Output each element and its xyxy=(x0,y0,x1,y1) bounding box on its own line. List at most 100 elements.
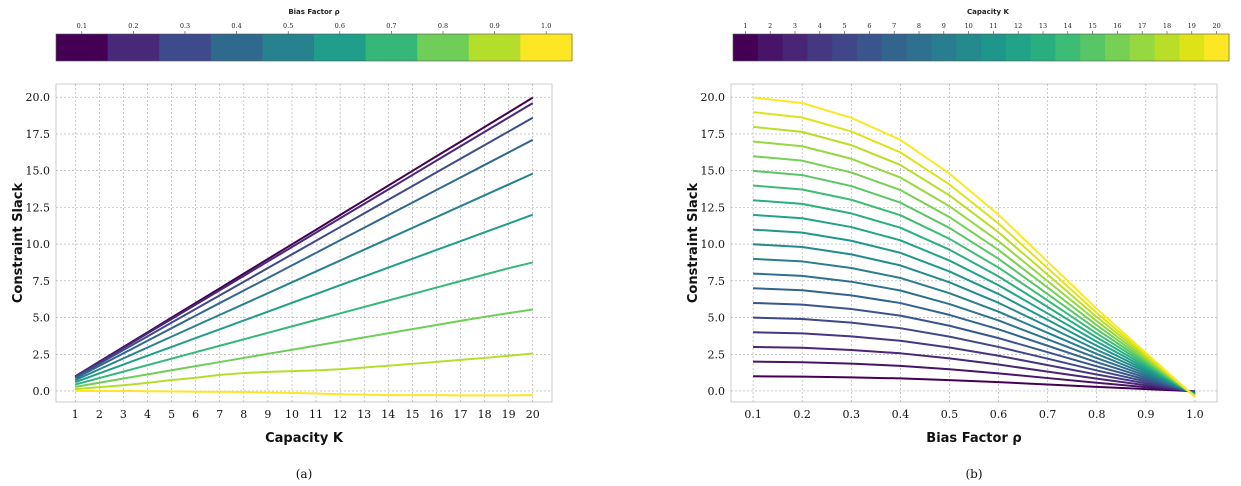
series-line-capacity xyxy=(752,155,1196,397)
panel-b-y-tick-label: 15.0 xyxy=(701,165,726,178)
colorbar-b-swatch xyxy=(931,34,957,61)
colorbar-a: 0.1 0.2 0.3 0.4 0.5 0.6 0.7 0.8 0.9 1.0 xyxy=(55,22,573,62)
series-line-rho xyxy=(75,261,533,386)
colorbar-b-swatch xyxy=(733,34,759,61)
colorbar-a-swatch xyxy=(56,34,109,61)
panel-b: 1 2 3 4 5 6 7 8 9 10 11 12 13 14 15 16 17 18 19 20 Capacity… xyxy=(686,8,1230,481)
panel-a-x-tick-label: 7 xyxy=(216,408,223,421)
panel-a-x-tick-label: 8 xyxy=(240,408,247,421)
colorbar-a-tick-label: 0.1 xyxy=(77,22,87,30)
panel-a-x-tick-label: 17 xyxy=(454,408,468,421)
panel-a-x-tick-label: 12 xyxy=(333,408,347,421)
colorbar-a-swatch xyxy=(107,34,160,61)
panel-b-y-tick-label: 7.5 xyxy=(708,275,726,288)
colorbar-b-tick-label: 2 xyxy=(768,22,772,30)
colorbar-a-tick-label: 0.4 xyxy=(231,22,241,30)
panel-a-y-tick-label: 10.0 xyxy=(26,238,51,251)
series-line-capacity xyxy=(753,243,1196,395)
panel-a-y-tick-label: 20.0 xyxy=(26,91,51,104)
panel-a-x-tick-label: 1 xyxy=(72,408,79,421)
colorbar-a-swatch xyxy=(417,34,470,61)
colorbar-b-swatch xyxy=(832,34,858,61)
series-line-capacity xyxy=(753,375,1195,393)
series-line-capacity xyxy=(752,96,1196,398)
colorbar-b-tick-label: 19 xyxy=(1188,22,1196,30)
colorbar-b-swatch xyxy=(956,34,982,61)
colorbar-a-tick-label: 0.5 xyxy=(283,22,293,30)
panel-a-x-tick-label: 14 xyxy=(381,408,395,421)
x-axis-label-b: Bias Factor ρ xyxy=(926,431,1021,446)
panel-a-x-tick-label: 2 xyxy=(96,408,103,421)
panel-b-x-tick-label: 0.3 xyxy=(843,408,861,421)
series-line-capacity xyxy=(753,345,1196,393)
colorbar-a-title: Bias Factor ρ xyxy=(288,8,339,16)
colorbar-b-tick-label: 11 xyxy=(989,22,997,30)
colorbar-b-tick-label: 7 xyxy=(892,22,896,30)
panel-a-y-tick-label: 5.0 xyxy=(33,312,51,325)
colorbar-a-tick-label: 0.9 xyxy=(489,22,499,30)
colorbar-a-tick-label: 0.7 xyxy=(386,22,396,30)
series-line-rho xyxy=(75,352,533,391)
panel-a-y-tick-label: 2.5 xyxy=(33,348,51,361)
colorbar-b-swatch xyxy=(1154,34,1180,61)
series-line-capacity xyxy=(753,360,1195,393)
series-line-rho xyxy=(74,102,534,378)
panel-b-x-tick-label: 1.0 xyxy=(1186,408,1204,421)
panel-a-x-tick-label: 15 xyxy=(405,408,419,421)
series-line-capacity xyxy=(753,301,1196,394)
plot-a: 0.02.55.07.510.012.515.017.520.01 2 3 4 5 6 7 8… xyxy=(26,83,553,421)
colorbar-b-swatch xyxy=(981,34,1007,61)
panel-a-x-tick-label: 4 xyxy=(144,408,151,421)
colorbar-b-swatch xyxy=(1105,34,1131,61)
panel-b-x-tick-label: 0.6 xyxy=(990,408,1008,421)
colorbar-b-tick-label: 18 xyxy=(1163,22,1171,30)
colorbar-b-tick-label: 14 xyxy=(1064,22,1072,30)
series-line-capacity xyxy=(752,140,1196,397)
plot-b: 0.0 2.5 5.0 7.5 10.0 12.5 15.0 17.5 20.0 0.1 0.2 0.… xyxy=(701,83,1218,421)
colorbar-a-tick-label: 0.2 xyxy=(128,22,138,30)
colorbar-b-swatch xyxy=(782,34,808,61)
panel-a: 0.1 0.2 0.3 0.4 0.5 0.6 0.7 0.8 0.9 1.0 Bias Fact… xyxy=(11,8,573,481)
colorbar-a-swatch xyxy=(210,34,263,61)
series-line-capacity xyxy=(753,331,1196,394)
colorbar-b-tick-label: 6 xyxy=(867,22,871,30)
series-line-capacity xyxy=(752,125,1196,398)
colorbar-b-swatch xyxy=(906,34,932,61)
series-line-rho xyxy=(74,213,534,384)
series-line-capacity xyxy=(753,287,1196,394)
colorbar-b-tick-label: 4 xyxy=(818,22,822,30)
series-line-capacity xyxy=(752,111,1196,398)
panel-a-x-tick-label: 5 xyxy=(168,408,175,421)
colorbar-b-swatch xyxy=(1129,34,1156,61)
caption-a: (a) xyxy=(296,467,313,481)
panel-a-x-tick-label: 13 xyxy=(357,408,371,421)
caption-b: (b) xyxy=(965,467,982,481)
series-line-capacity xyxy=(753,257,1196,395)
panel-b-x-tick-label: 0.4 xyxy=(892,408,910,421)
panel-b-x-tick-label: 0.9 xyxy=(1137,408,1155,421)
colorbar-b-swatch xyxy=(857,34,883,61)
series-line-capacity xyxy=(753,169,1196,397)
colorbar-b-swatch xyxy=(1179,34,1205,61)
colorbar-a-tick-label: 0.8 xyxy=(438,22,448,30)
panel-b-y-tick-label: 0.0 xyxy=(708,385,726,398)
series-line-rho xyxy=(74,138,534,380)
panel-b-y-tick-label: 5.0 xyxy=(708,312,726,325)
colorbar-b-swatch xyxy=(807,34,833,61)
colorbar-b-tick-label: 8 xyxy=(917,22,921,30)
colorbar-b-swatch xyxy=(1080,34,1106,61)
series-line-capacity xyxy=(753,213,1196,396)
series-line-rho xyxy=(74,116,534,379)
panel-a-y-tick-label: 0.0 xyxy=(33,385,51,398)
panel-b-x-tick-label: 0.8 xyxy=(1088,408,1106,421)
panel-a-x-tick-label: 3 xyxy=(120,408,127,421)
colorbar-a-swatch xyxy=(468,34,521,61)
series-line-rho xyxy=(75,308,533,388)
series-line-capacity xyxy=(753,316,1196,394)
x-axis-label-a: Capacity K xyxy=(265,431,344,446)
panel-a-x-tick-label: 10 xyxy=(285,408,299,421)
colorbar-b-tick-label: 9 xyxy=(942,22,946,30)
series-line-capacity xyxy=(753,272,1196,395)
panel-a-x-tick-label: 11 xyxy=(309,408,323,421)
